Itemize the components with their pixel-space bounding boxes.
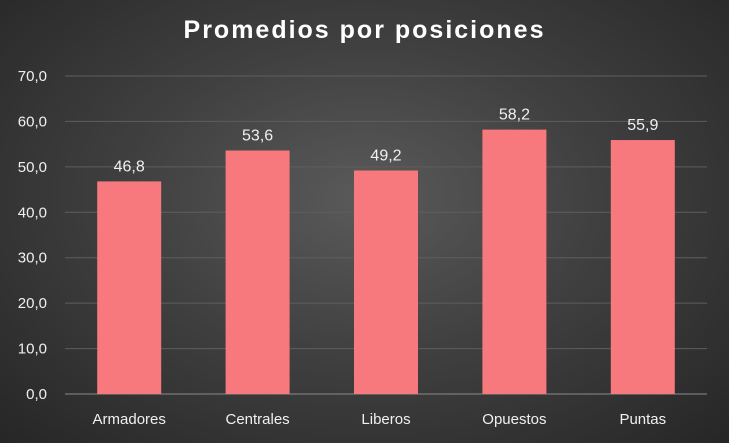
- category-label: Opuestos: [482, 411, 546, 428]
- category-label: Armadores: [93, 411, 166, 428]
- y-tick-label: 70,0: [18, 68, 47, 85]
- y-tick-label: 10,0: [18, 341, 47, 358]
- y-tick-label: 0,0: [26, 386, 47, 403]
- data-label: 46,8: [114, 158, 145, 175]
- category-label: Liberos: [361, 411, 410, 428]
- data-label: 49,2: [370, 147, 401, 164]
- chart-title: Promedios por posiciones: [183, 16, 546, 44]
- bar: [610, 140, 675, 394]
- category-label: Centrales: [225, 411, 289, 428]
- y-tick-label: 40,0: [18, 204, 47, 221]
- y-tick-label: 20,0: [18, 295, 47, 312]
- bars: [97, 129, 675, 394]
- category-label: Puntas: [619, 411, 666, 428]
- data-label: 55,9: [627, 117, 658, 134]
- data-label: 53,6: [242, 128, 273, 145]
- bar: [354, 170, 418, 394]
- bar: [482, 129, 547, 394]
- y-tick-label: 60,0: [18, 113, 47, 130]
- data-labels: 46,8 53,6 49,2 58,2 55,9: [114, 107, 659, 176]
- y-axis: 0,0 10,0 20,0 30,0 40,0 50,0 60,0 70,0: [18, 68, 47, 403]
- bar: [225, 150, 290, 394]
- y-tick-label: 30,0: [18, 250, 47, 267]
- bar: [97, 181, 162, 394]
- x-axis: Armadores Centrales Liberos Opuestos Puntas: [93, 411, 667, 428]
- data-label: 58,2: [499, 107, 530, 124]
- y-tick-label: 50,0: [18, 159, 47, 176]
